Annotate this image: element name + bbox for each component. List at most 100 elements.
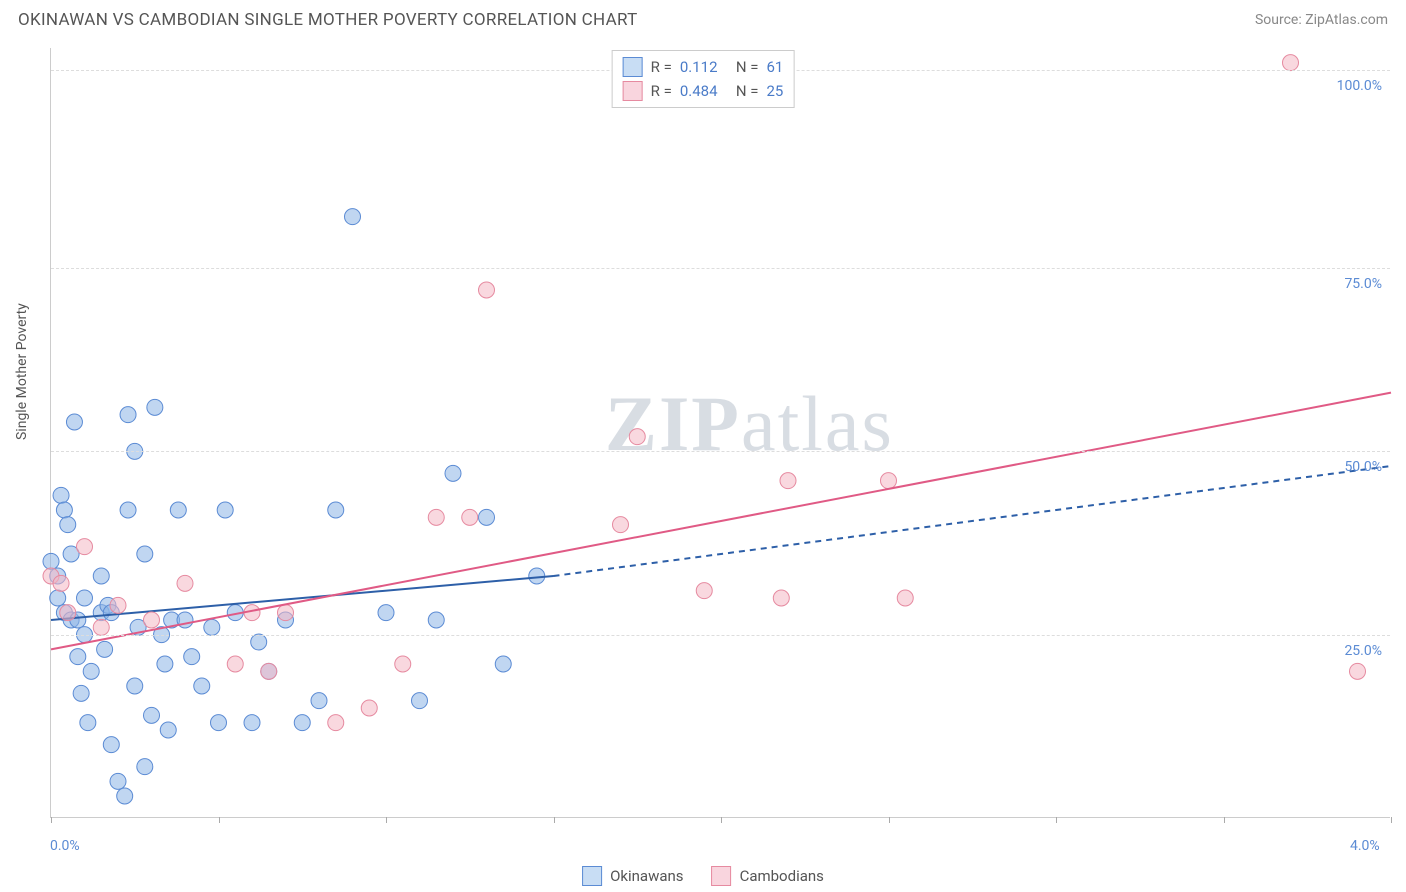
- gridline: [51, 451, 1390, 452]
- data-point: [361, 700, 377, 716]
- data-point: [479, 282, 495, 298]
- data-point: [294, 715, 310, 731]
- x-tick: [721, 817, 722, 823]
- data-point: [73, 685, 89, 701]
- data-point: [103, 737, 119, 753]
- data-point: [261, 663, 277, 679]
- data-point: [60, 517, 76, 533]
- data-point: [773, 590, 789, 606]
- data-point: [1350, 663, 1366, 679]
- x-tick: [1056, 817, 1057, 823]
- data-point: [160, 722, 176, 738]
- data-point: [244, 715, 260, 731]
- series-legend: Okinawans Cambodians: [582, 866, 824, 886]
- y-axis-label: Single Mother Poverty: [14, 303, 30, 440]
- data-point: [50, 590, 66, 606]
- data-point: [110, 773, 126, 789]
- legend-item: Cambodians: [712, 866, 824, 886]
- correlation-legend-row: R = 0.484 N = 25: [623, 79, 784, 103]
- data-point: [60, 605, 76, 621]
- y-tick-label: 75.0%: [1344, 276, 1382, 292]
- trend-line: [51, 393, 1391, 650]
- legend-item: Okinawans: [582, 866, 683, 886]
- r-label: R =: [651, 58, 672, 76]
- data-point: [251, 634, 267, 650]
- data-point: [184, 649, 200, 665]
- data-point: [613, 517, 629, 533]
- x-tick-label: 4.0%: [1350, 838, 1380, 854]
- y-tick-label: 50.0%: [1344, 459, 1382, 475]
- data-point: [56, 502, 72, 518]
- chart-header: OKINAWAN VS CAMBODIAN SINGLE MOTHER POVE…: [0, 0, 1406, 36]
- data-point: [137, 759, 153, 775]
- data-point: [217, 502, 233, 518]
- data-point: [177, 575, 193, 591]
- x-tick: [889, 817, 890, 823]
- data-point: [495, 656, 511, 672]
- trend-line-extrapolated: [554, 466, 1392, 576]
- r-label: R =: [651, 82, 672, 100]
- data-point: [43, 553, 59, 569]
- data-point: [696, 583, 712, 599]
- data-point: [479, 509, 495, 525]
- data-point: [412, 693, 428, 709]
- correlation-legend: R = 0.112 N = 61 R = 0.484 N = 25: [612, 50, 795, 108]
- data-point: [117, 788, 133, 804]
- data-point: [328, 715, 344, 731]
- data-point: [211, 715, 227, 731]
- data-point: [144, 707, 160, 723]
- data-point: [137, 546, 153, 562]
- data-point: [127, 678, 143, 694]
- y-tick-label: 100.0%: [1337, 78, 1382, 94]
- data-point: [66, 414, 82, 430]
- legend-swatch: [712, 866, 732, 886]
- data-point: [77, 590, 93, 606]
- data-point: [462, 509, 478, 525]
- trend-line: [51, 576, 554, 620]
- legend-swatch: [623, 81, 643, 101]
- chart-source: Source: ZipAtlas.com: [1255, 12, 1388, 28]
- data-point: [83, 663, 99, 679]
- data-point: [897, 590, 913, 606]
- data-point: [881, 473, 897, 489]
- r-value: 0.484: [680, 82, 728, 100]
- n-value: 61: [766, 58, 783, 76]
- data-point: [93, 568, 109, 584]
- x-tick: [219, 817, 220, 823]
- data-point: [77, 539, 93, 555]
- n-label: N =: [736, 58, 759, 76]
- gridline: [51, 268, 1390, 269]
- data-point: [395, 656, 411, 672]
- data-point: [780, 473, 796, 489]
- data-point: [157, 656, 173, 672]
- data-point: [194, 678, 210, 694]
- data-point: [278, 605, 294, 621]
- n-value: 25: [766, 82, 783, 100]
- legend-label: Okinawans: [610, 867, 683, 885]
- x-tick: [554, 817, 555, 823]
- data-point: [378, 605, 394, 621]
- chart-plot-area: ZIPatlas 25.0%50.0%75.0%100.0%: [50, 48, 1390, 818]
- data-point: [53, 575, 69, 591]
- data-point: [345, 209, 361, 225]
- data-point: [428, 612, 444, 628]
- data-point: [428, 509, 444, 525]
- y-tick-label: 25.0%: [1344, 643, 1382, 659]
- legend-label: Cambodians: [740, 867, 824, 885]
- data-point: [227, 656, 243, 672]
- chart-title: OKINAWAN VS CAMBODIAN SINGLE MOTHER POVE…: [18, 10, 638, 30]
- data-point: [311, 693, 327, 709]
- legend-swatch: [582, 866, 602, 886]
- x-tick: [1391, 817, 1392, 823]
- data-point: [120, 502, 136, 518]
- x-tick: [386, 817, 387, 823]
- x-tick: [51, 817, 52, 823]
- data-point: [204, 619, 220, 635]
- data-point: [328, 502, 344, 518]
- data-point: [120, 407, 136, 423]
- scatter-plot-svg: [51, 48, 1390, 817]
- data-point: [110, 597, 126, 613]
- data-point: [445, 465, 461, 481]
- data-point: [170, 502, 186, 518]
- data-point: [80, 715, 96, 731]
